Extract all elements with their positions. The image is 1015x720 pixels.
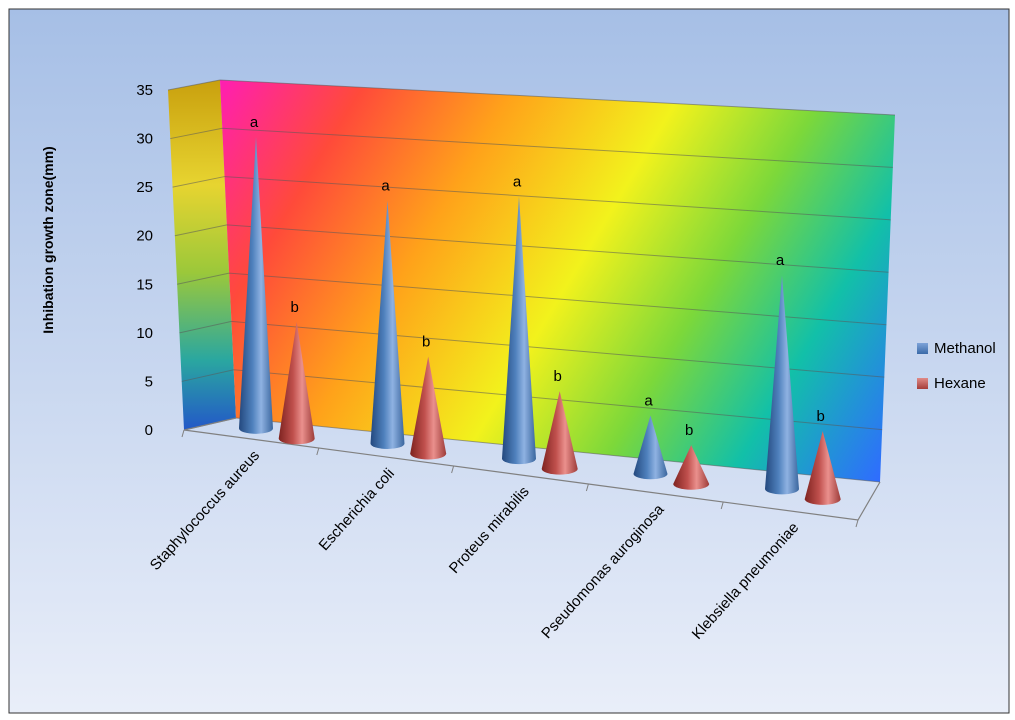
cone-methanol: [764, 275, 799, 495]
legend-label-methanol: Methanol: [934, 340, 996, 357]
plot-marks: a a a a a b b b b b: [238, 114, 841, 505]
legend-label-hexane: Hexane: [934, 375, 986, 392]
x-tick-mark: [720, 501, 724, 510]
data-label: b: [422, 334, 430, 351]
y-tick-label: 25: [136, 179, 153, 196]
y-tick-label: 5: [145, 373, 153, 390]
gridlines: [167, 79, 896, 483]
y-tick-label: 15: [136, 276, 153, 293]
gridline: [179, 320, 885, 378]
cone-hexane: [278, 321, 315, 445]
cone-hexane: [804, 431, 841, 505]
cone-methanol: [370, 200, 405, 449]
cone-methanol: [633, 415, 668, 480]
data-label: a: [250, 114, 259, 131]
cone-methanol: [501, 196, 536, 465]
data-label: a: [776, 252, 785, 269]
gridline: [181, 369, 883, 431]
x-tick-mark: [451, 465, 455, 474]
data-label: b: [817, 408, 825, 425]
gridline: [177, 272, 887, 326]
x-tick-mark: [316, 447, 320, 456]
y-tick-label: 0: [145, 422, 153, 439]
y-tick-label: 30: [136, 131, 153, 148]
gridline: [170, 127, 893, 168]
data-label: b: [685, 422, 693, 439]
cone-hexane: [541, 391, 578, 475]
side-wall: [168, 80, 236, 430]
y-axis: 0 5 10 15 20 25 30 35: [136, 82, 153, 439]
data-label: a: [644, 393, 653, 410]
x-tick-mark: [855, 519, 859, 528]
cone-hexane: [410, 356, 447, 460]
cone-hexane: [673, 445, 710, 490]
y-tick-label: 10: [136, 325, 153, 342]
y-tick-label: 20: [136, 228, 153, 245]
x-tick-mark: [585, 483, 589, 492]
floor-left-edge: [183, 417, 237, 431]
data-label: b: [291, 299, 299, 316]
y-axis-title: Inhibation growth zone(mm): [40, 146, 56, 333]
y-tick-label: 35: [136, 82, 153, 99]
cone-methanol: [238, 136, 273, 434]
gridline: [172, 176, 891, 221]
gridline: [167, 79, 896, 116]
data-label: b: [554, 368, 562, 385]
legend-swatch-methanol: [917, 343, 928, 354]
data-label: a: [513, 173, 522, 190]
legend-swatch-hexane: [917, 378, 928, 389]
legend: Methanol Hexane: [917, 340, 996, 392]
data-label: a: [381, 178, 390, 195]
floor: [181, 417, 881, 528]
x-tick-mark: [181, 429, 185, 438]
gridline: [174, 224, 889, 273]
